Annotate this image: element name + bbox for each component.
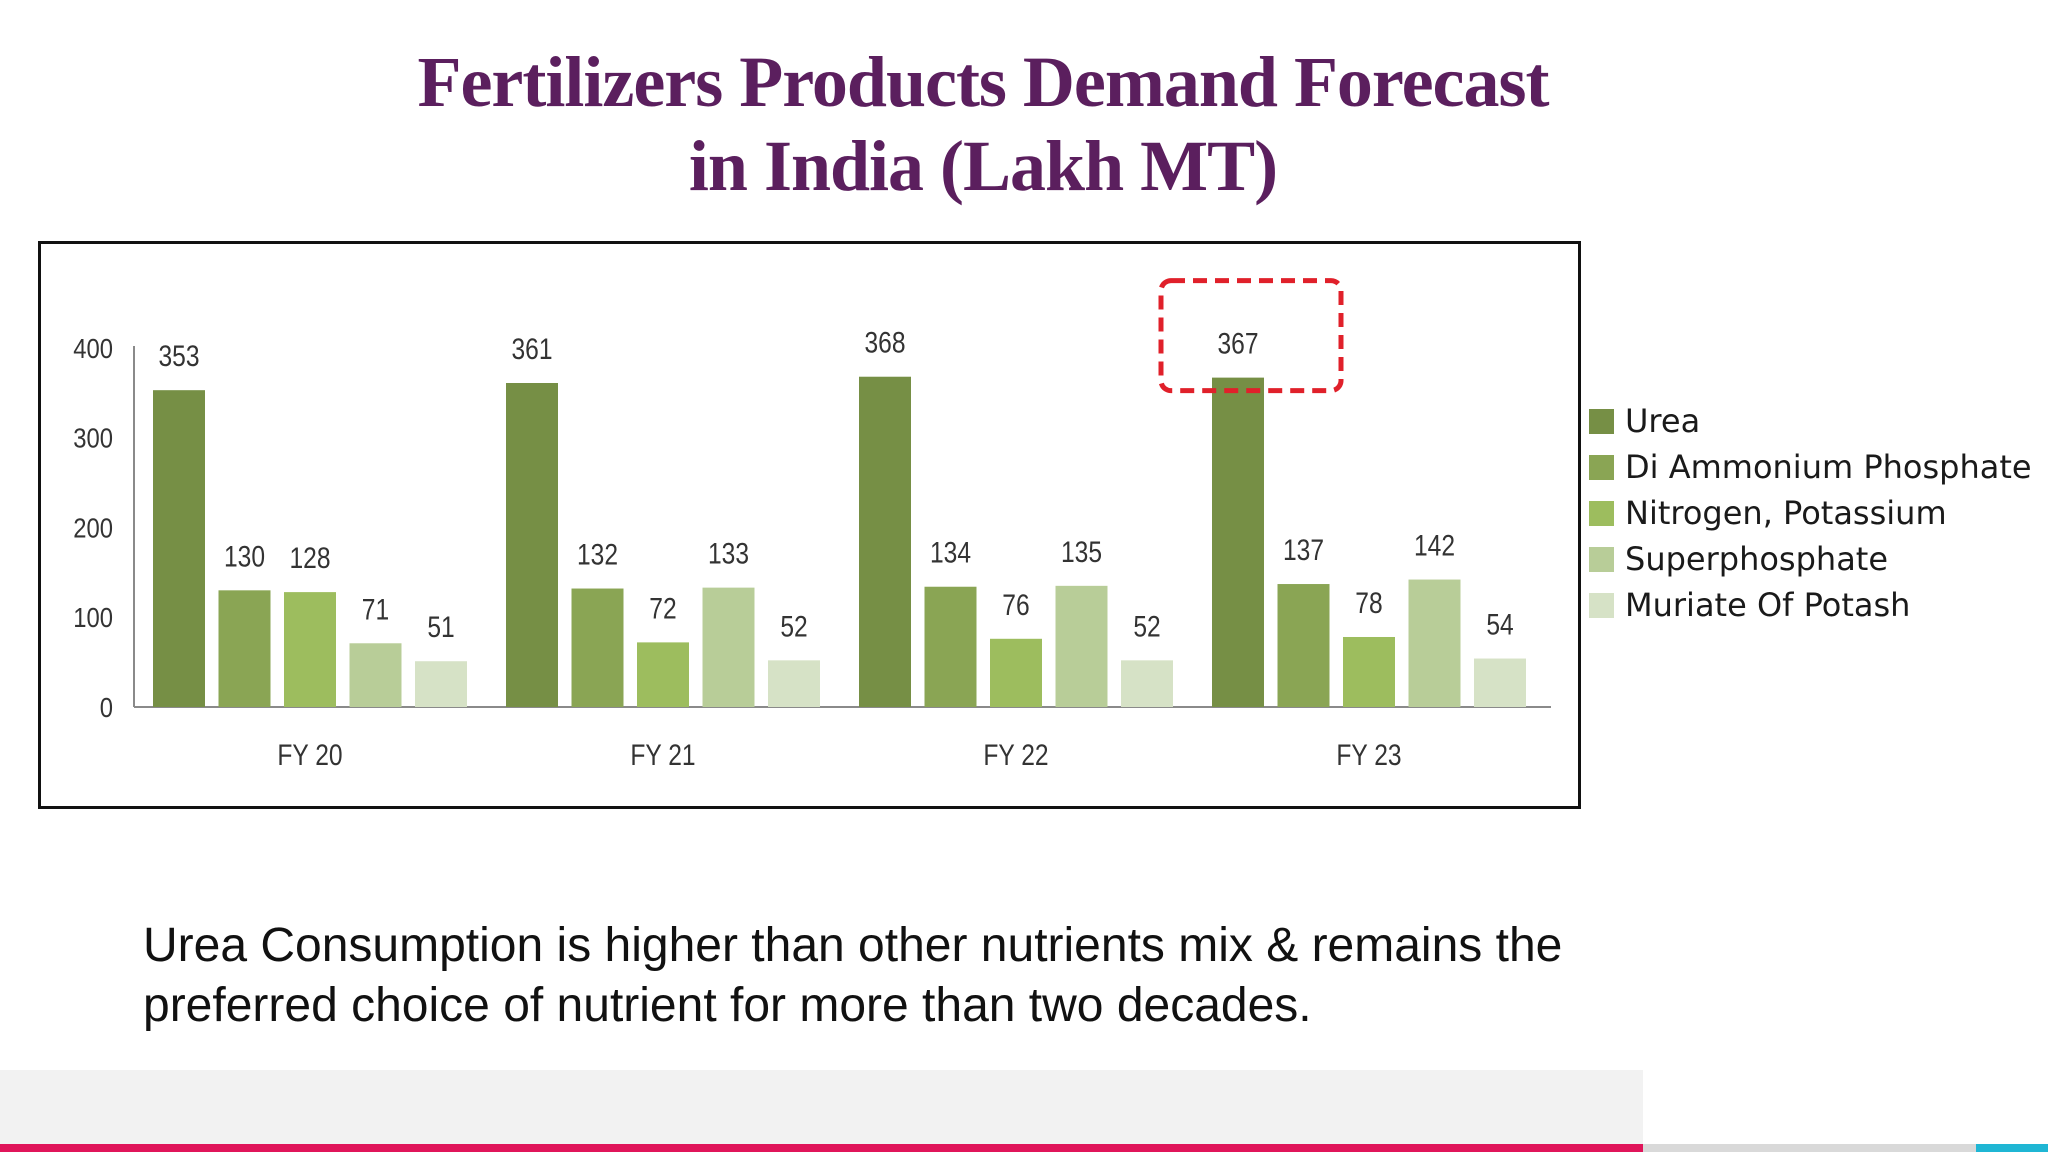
slide-caption: Urea Consumption is higher than other nu… <box>143 916 1723 1036</box>
legend-item: Di Ammonium Phosphate <box>1589 447 2048 487</box>
legend-label: Muriate Of Potash <box>1625 586 1911 624</box>
title-line-2: in India (Lakh MT) <box>688 126 1278 206</box>
bar <box>637 642 689 707</box>
bar <box>1343 636 1395 707</box>
bar <box>153 390 205 707</box>
bar <box>1212 377 1264 707</box>
bar-data-label: 353 <box>158 339 199 373</box>
bar <box>415 661 467 707</box>
bar <box>349 643 402 707</box>
bar-data-label: 76 <box>1002 587 1029 621</box>
bar-data-label: 361 <box>511 332 552 366</box>
legend-swatch <box>1589 547 1614 572</box>
bar <box>702 587 755 707</box>
bar-data-label: 51 <box>427 610 454 644</box>
bar <box>571 588 624 707</box>
y-tick-label: 0 <box>100 691 113 723</box>
bar-data-label: 135 <box>1061 534 1102 568</box>
legend-item: Muriate Of Potash <box>1589 585 2048 625</box>
bar-data-label: 367 <box>1217 326 1258 360</box>
x-category-label: FY 22 <box>983 738 1048 772</box>
bar <box>284 592 336 707</box>
bar <box>218 590 271 707</box>
highlight-dashed-box <box>1158 278 1344 394</box>
bar-data-label: 368 <box>864 325 905 359</box>
bar-data-label: 133 <box>708 536 749 570</box>
bar <box>506 383 558 707</box>
bar <box>1121 660 1173 707</box>
bar-data-label: 137 <box>1283 533 1324 567</box>
bar-data-label: 54 <box>1486 607 1513 641</box>
legend-item: Superphosphate <box>1589 539 2048 579</box>
chart-frame: 0 100 200 300 400 353 130 128 71 51 FY 20 361 132 72 1… <box>38 241 1581 809</box>
x-category-label: FY 21 <box>630 738 695 772</box>
legend-item: Nitrogen, Potassium <box>1589 493 2048 533</box>
title-line-1: Fertilizers Products Demand Forecast <box>417 42 1549 122</box>
bar-data-label: 52 <box>1133 609 1160 643</box>
legend-label: Di Ammonium Phosphate <box>1625 448 2032 486</box>
caption-line-2: preferred choice of nutrient for more th… <box>143 979 1312 1032</box>
y-tick-label: 400 <box>73 332 113 364</box>
bar-data-label: 132 <box>577 537 618 571</box>
footer-band <box>0 1070 1643 1144</box>
bar-data-label: 78 <box>1355 586 1382 620</box>
legend-swatch <box>1589 455 1614 480</box>
slide-title: Fertilizers Products Demand Forecast in … <box>0 40 1966 208</box>
legend-item: Urea <box>1589 401 2048 441</box>
legend-label: Nitrogen, Potassium <box>1625 494 1947 532</box>
bar-chart: 0 100 200 300 400 353 130 128 71 51 FY 20 361 132 72 1… <box>73 278 1551 772</box>
bar <box>859 376 911 707</box>
bar <box>1474 658 1526 707</box>
y-tick-label: 200 <box>73 512 113 544</box>
bar <box>924 586 977 707</box>
legend-swatch <box>1589 409 1614 434</box>
footer-accent-cyan <box>1976 1144 2048 1152</box>
bar <box>990 638 1042 707</box>
bar <box>1408 579 1461 707</box>
bar <box>1055 585 1108 707</box>
x-category-label: FY 20 <box>277 738 342 772</box>
legend-swatch <box>1589 501 1614 526</box>
bar-data-label: 142 <box>1414 528 1455 562</box>
bar-data-label: 52 <box>780 609 807 643</box>
legend-label: Urea <box>1625 402 1701 440</box>
bar-data-label: 72 <box>649 591 676 625</box>
bar-data-label: 71 <box>362 592 389 626</box>
y-tick-label: 300 <box>73 422 113 454</box>
y-tick-label: 100 <box>73 601 113 633</box>
bar <box>1277 584 1330 707</box>
legend-label: Superphosphate <box>1625 540 1889 578</box>
caption-line-1: Urea Consumption is higher than other nu… <box>143 919 1563 972</box>
bar-data-label: 130 <box>224 539 265 573</box>
footer-accent-gray <box>1643 1144 1976 1152</box>
footer-accent-pink <box>0 1144 1643 1152</box>
bar <box>768 660 820 707</box>
bar-data-label: 128 <box>289 541 330 575</box>
bar-data-label: 134 <box>930 535 971 569</box>
x-category-label: FY 23 <box>1336 738 1401 772</box>
legend-swatch <box>1589 593 1614 618</box>
